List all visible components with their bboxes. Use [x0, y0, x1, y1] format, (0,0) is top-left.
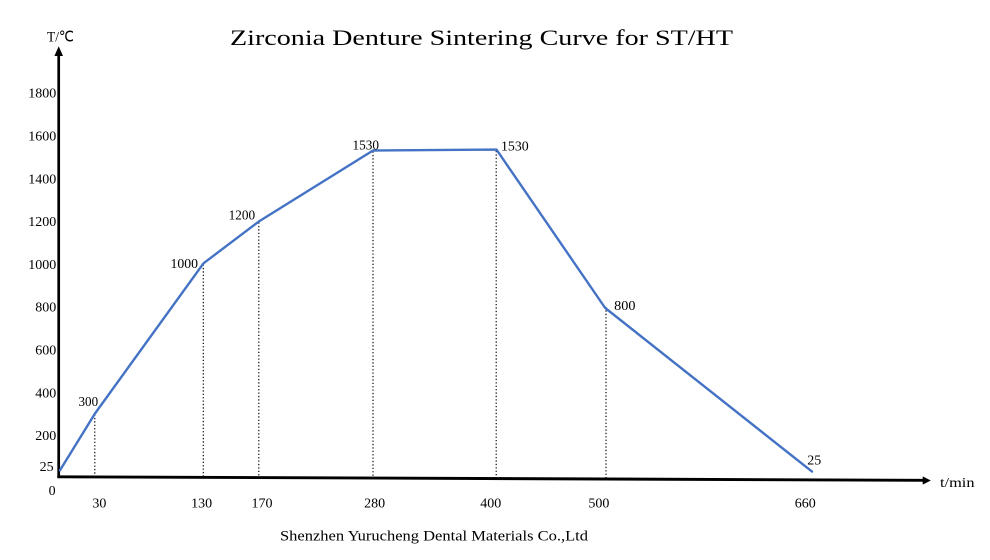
- svg-text:30: 30: [92, 497, 106, 512]
- svg-text:800: 800: [35, 301, 56, 316]
- svg-text:Shenzhen Yurucheng Dental Mate: Shenzhen Yurucheng Dental Materials Co.,…: [280, 529, 589, 545]
- svg-text:1000: 1000: [28, 258, 56, 273]
- svg-text:130: 130: [191, 497, 212, 512]
- svg-text:400: 400: [480, 497, 501, 512]
- svg-text:1800: 1800: [28, 87, 56, 102]
- svg-text:1530: 1530: [353, 138, 380, 153]
- svg-text:1400: 1400: [28, 172, 56, 187]
- svg-text:1200: 1200: [229, 209, 256, 224]
- svg-text:280: 280: [364, 497, 385, 512]
- svg-text:1600: 1600: [28, 130, 56, 145]
- svg-text:t/min: t/min: [940, 476, 975, 491]
- svg-text:0: 0: [49, 484, 56, 499]
- svg-text:T/℃: T/℃: [47, 30, 74, 46]
- svg-text:25: 25: [40, 460, 54, 475]
- svg-text:500: 500: [588, 497, 609, 512]
- svg-text:1000: 1000: [171, 257, 199, 272]
- svg-text:660: 660: [795, 497, 816, 512]
- svg-text:200: 200: [35, 429, 56, 444]
- svg-text:600: 600: [35, 344, 56, 359]
- svg-text:300: 300: [79, 395, 99, 410]
- svg-text:170: 170: [252, 497, 273, 512]
- svg-text:1530: 1530: [501, 140, 529, 155]
- svg-text:1200: 1200: [28, 215, 56, 230]
- svg-text:25: 25: [807, 454, 821, 469]
- svg-text:400: 400: [35, 386, 56, 401]
- svg-text:Zirconia Denture Sintering Cur: Zirconia Denture Sintering Curve for ST/…: [230, 25, 734, 50]
- svg-text:800: 800: [614, 299, 635, 314]
